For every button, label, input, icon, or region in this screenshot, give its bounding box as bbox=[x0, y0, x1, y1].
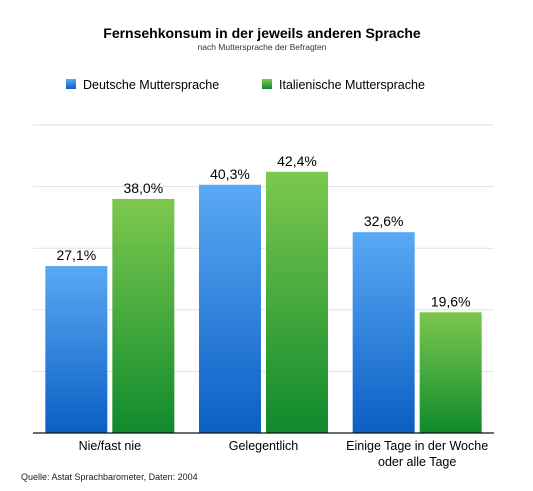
legend-label: Deutsche Muttersprache bbox=[83, 78, 219, 92]
value-labels: 27,1% 38,0% 40,3% 42,4% 32,6% 19,6% bbox=[56, 153, 470, 309]
bar-value-label: 42,4% bbox=[277, 153, 317, 169]
category-label: Einige Tage in der Woche bbox=[346, 439, 488, 453]
bar-value-label: 38,0% bbox=[123, 180, 163, 196]
gridlines bbox=[33, 124, 494, 372]
bar-value-label: 19,6% bbox=[431, 293, 471, 309]
bar bbox=[45, 266, 108, 433]
bars bbox=[45, 171, 482, 434]
bar bbox=[266, 171, 328, 434]
chart-subtitle: nach Muttersprache der Befragten bbox=[198, 42, 327, 52]
legend-swatch bbox=[262, 79, 272, 89]
bar bbox=[112, 198, 175, 433]
chart-title: Fernsehkonsum in der jeweils anderen Spr… bbox=[103, 25, 421, 41]
legend-label: Italienische Muttersprache bbox=[279, 78, 425, 92]
legend-swatch bbox=[66, 79, 76, 89]
category-label: oder alle Tage bbox=[378, 455, 456, 469]
bar bbox=[199, 184, 261, 433]
bar bbox=[352, 232, 415, 433]
category-labels: Nie/fast nie Gelegentlich Einige Tage in d… bbox=[79, 439, 489, 469]
bar bbox=[419, 312, 482, 433]
category-label: Gelegentlich bbox=[229, 439, 299, 453]
bar-value-label: 40,3% bbox=[210, 166, 250, 182]
source-note: Quelle: Astat Sprachbarometer, Daten: 20… bbox=[21, 472, 198, 482]
bar-value-label: 32,6% bbox=[364, 213, 404, 229]
bar-value-label: 27,1% bbox=[56, 247, 96, 263]
category-label: Nie/fast nie bbox=[79, 439, 142, 453]
legend: Deutsche Muttersprache Italienische Mutte… bbox=[66, 78, 425, 92]
